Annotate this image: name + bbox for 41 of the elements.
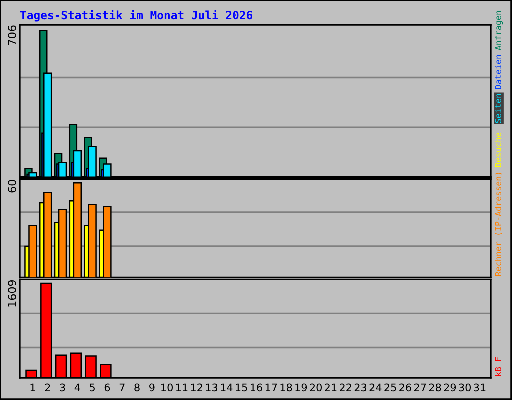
x-tick-label: 28 <box>429 384 442 392</box>
x-tick-label: 3 <box>60 384 66 392</box>
x-tick-label: 19 <box>296 384 308 392</box>
x-tick-label: 4 <box>74 384 80 392</box>
x-tick-label: 25 <box>384 384 396 392</box>
text: Rechner (IP-Adressen) <box>495 173 502 276</box>
x-tick-label: 14 <box>221 384 233 392</box>
x-tick-label: 21 <box>325 384 337 392</box>
chart-title: Tages-Statistik im Monat Juli 2026 <box>20 10 253 22</box>
y-axis-title: 60 <box>8 180 16 193</box>
x-tick-label: 24 <box>370 384 382 392</box>
x-tick-label: 12 <box>191 384 202 392</box>
x-tick-label: 16 <box>250 384 262 392</box>
text: kB F <box>495 357 502 376</box>
x-tick-label: 22 <box>340 384 352 392</box>
x-tick-label: 20 <box>310 384 322 392</box>
x-tick-label: 31 <box>474 384 486 392</box>
x-tick-label: 2 <box>45 384 50 392</box>
text: Anfragen <box>495 11 504 51</box>
x-tick-label: 11 <box>176 384 188 392</box>
x-tick-label: 13 <box>206 384 218 392</box>
x-tick-label: 26 <box>400 384 412 392</box>
x-tick-label: 23 <box>354 384 367 392</box>
x-tick-label: 27 <box>414 384 426 392</box>
x-tick-label: 8 <box>134 384 140 392</box>
text: Seiten <box>495 94 502 124</box>
x-tick-label: 18 <box>280 384 292 392</box>
text: Besuche <box>495 133 502 168</box>
x-tick-label: 29 <box>444 384 456 392</box>
x-tick-label: 9 <box>150 384 155 392</box>
x-tick-label: 10 <box>162 384 173 392</box>
x-tick-label: 7 <box>120 384 125 392</box>
x-tick-label: 5 <box>90 384 95 392</box>
x-tick-label: 30 <box>459 384 472 392</box>
x-tick-label: 1 <box>30 384 36 392</box>
x-tick-label: 6 <box>104 384 110 392</box>
x-tick-label: 15 <box>236 384 248 392</box>
text: Dateien <box>495 55 502 90</box>
y-axis-title: 706 <box>8 26 16 46</box>
x-tick-label: 17 <box>266 384 278 392</box>
y-axis-title: 1609 <box>8 280 16 307</box>
